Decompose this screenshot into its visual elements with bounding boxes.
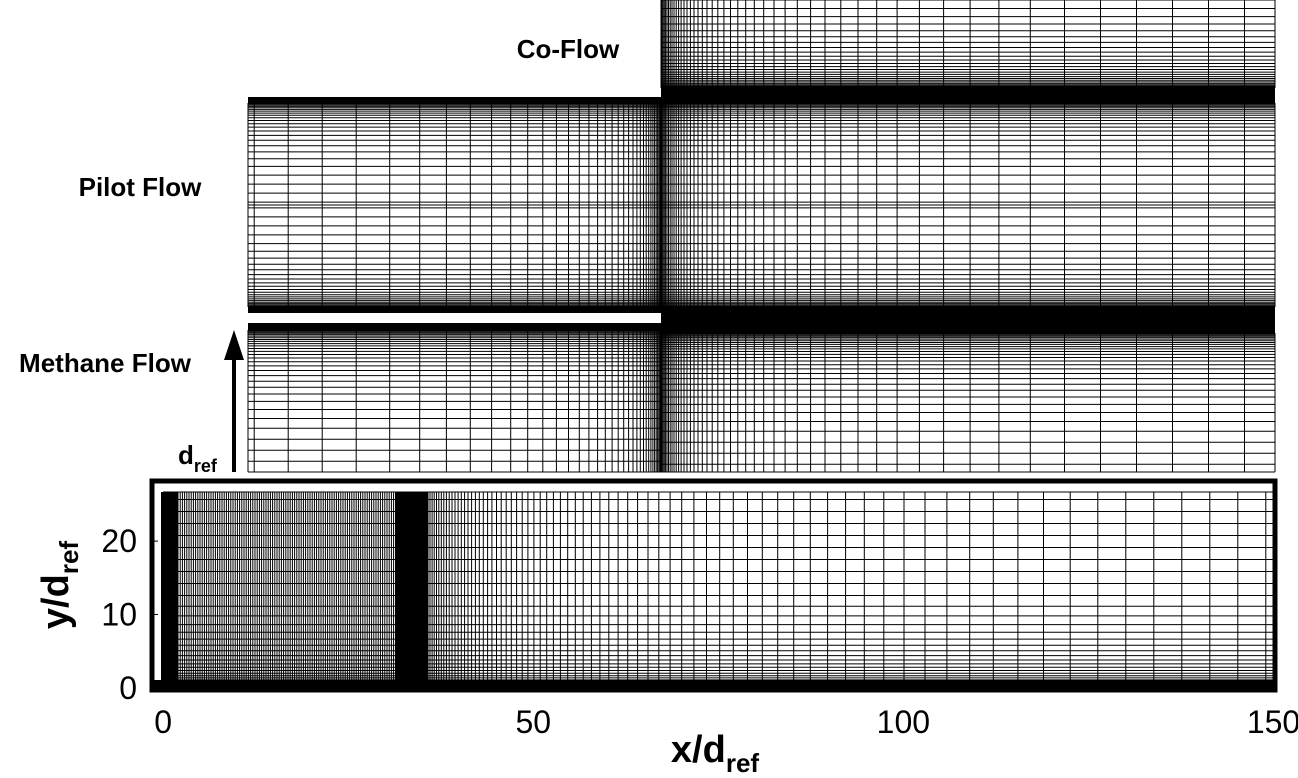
dref-main: d	[178, 440, 194, 470]
y-tick-label: 10	[101, 596, 137, 632]
dref-sub: ref	[194, 456, 218, 476]
x-tick-label: 100	[877, 704, 930, 740]
mesh-lines	[163, 0, 1276, 689]
mesh-dense-block	[161, 492, 178, 690]
dref-label: dref	[178, 440, 218, 476]
y-label-sub: ref	[54, 541, 84, 575]
mesh-dense-block	[248, 306, 661, 313]
mesh	[152, 0, 1276, 690]
x-tick-label: 150	[1247, 704, 1298, 740]
mesh-dense-block	[248, 323, 661, 331]
y-tick-label: 20	[101, 523, 137, 559]
x-axis-label: x/dref	[671, 729, 759, 778]
y-label-main: y/d	[35, 574, 77, 629]
methane-flow-label: Methane Flow	[19, 348, 192, 378]
x-label-sub: ref	[726, 748, 760, 778]
plot-frame	[149, 478, 1278, 693]
y-tick-label: 0	[119, 670, 137, 706]
mesh-dense-block	[395, 492, 428, 690]
mesh-dense-block	[661, 86, 1275, 104]
mesh-dense-block	[248, 97, 661, 103]
x-tick-label: 50	[515, 704, 551, 740]
pilot-flow-label: Pilot Flow	[79, 172, 203, 202]
x-label-main: x/d	[671, 729, 726, 771]
dref-arrowhead	[224, 330, 244, 360]
mesh-dense-block	[661, 306, 1275, 334]
x-tick-label: 0	[154, 704, 172, 740]
y-axis-label: y/dref	[35, 541, 84, 629]
co-flow-label: Co-Flow	[517, 34, 620, 64]
